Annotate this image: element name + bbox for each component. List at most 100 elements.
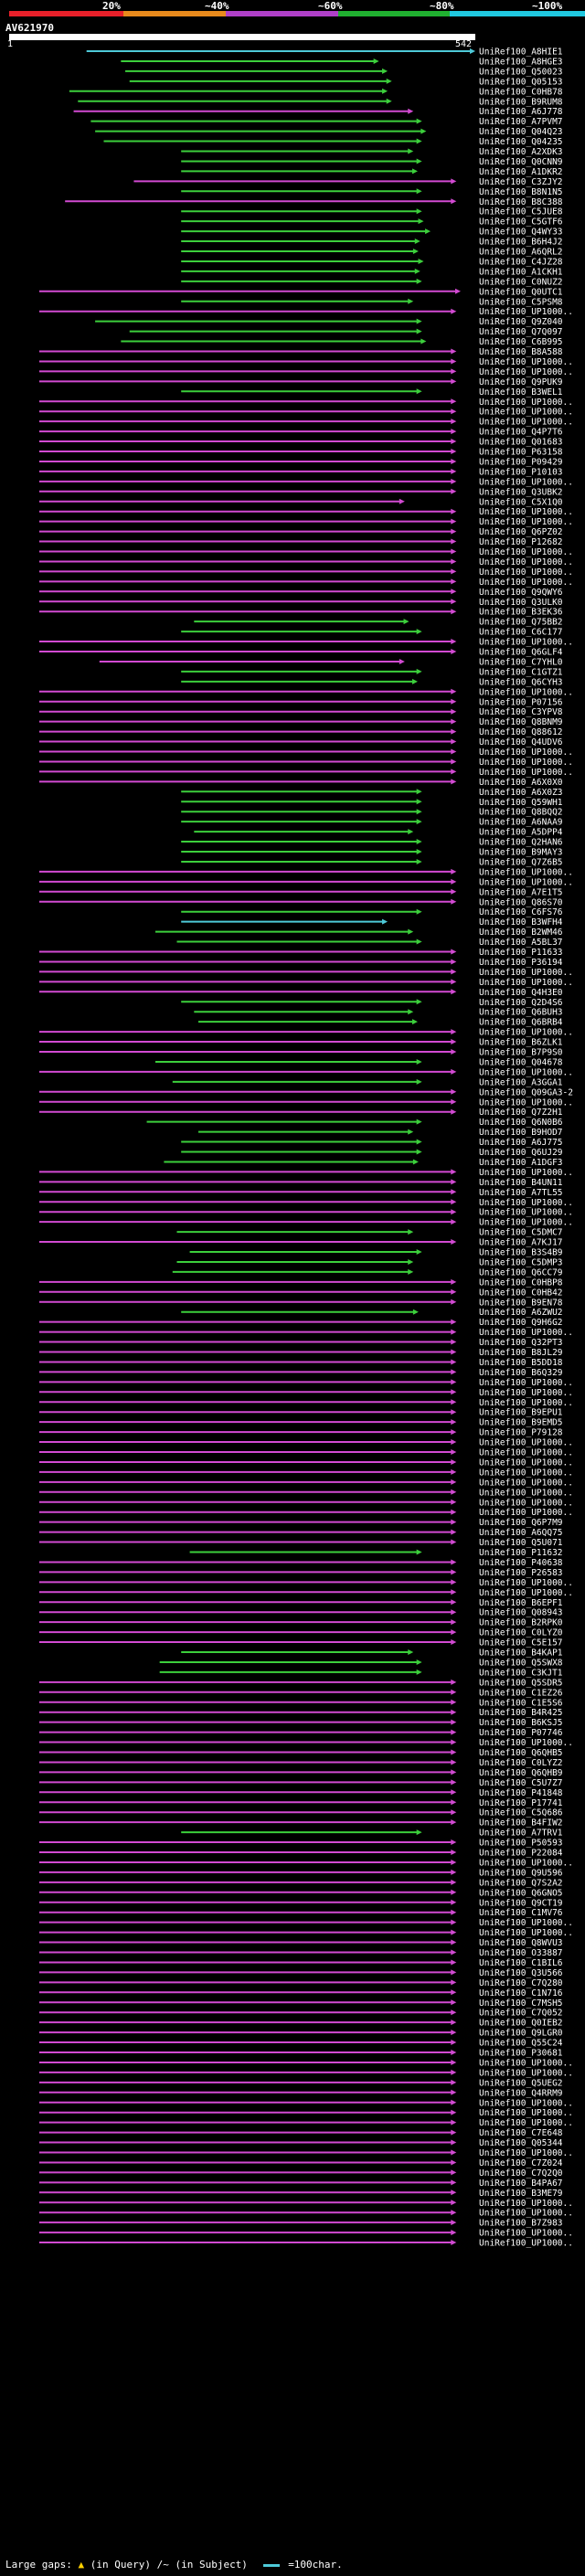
hit-label[interactable]: UniRef100_Q0CNN9 bbox=[479, 157, 563, 167]
hit-label[interactable]: UniRef100_B6H4J2 bbox=[479, 238, 563, 248]
hit-label[interactable]: UniRef100_Q6CC79 bbox=[479, 1267, 563, 1277]
hit-label[interactable]: UniRef100_Q05153 bbox=[479, 77, 563, 87]
hit-label[interactable]: UniRef100_Q8BNM9 bbox=[479, 717, 563, 727]
hit-label[interactable]: UniRef100_UP1000.. bbox=[479, 758, 573, 768]
hit-label[interactable]: UniRef100_UP1000.. bbox=[479, 1398, 573, 1408]
hit-label[interactable]: UniRef100_C0LYZ2 bbox=[479, 1758, 563, 1768]
hit-label[interactable]: UniRef100_C1N716 bbox=[479, 1988, 563, 1998]
hit-label[interactable]: UniRef100_Q7Q097 bbox=[479, 327, 563, 337]
hit-label[interactable]: UniRef100_B8JL29 bbox=[479, 1348, 563, 1358]
hit-label[interactable]: UniRef100_C7YHL0 bbox=[479, 657, 563, 667]
hit-label[interactable]: UniRef100_B9EN78 bbox=[479, 1298, 563, 1308]
hit-label[interactable]: UniRef100_C7E648 bbox=[479, 2128, 563, 2138]
hit-label[interactable]: UniRef100_B9MAY3 bbox=[479, 848, 563, 858]
hit-label[interactable]: UniRef100_UP1000.. bbox=[479, 1378, 573, 1388]
hit-label[interactable]: UniRef100_Q9QWY6 bbox=[479, 588, 563, 598]
hit-label[interactable]: UniRef100_B3EK36 bbox=[479, 608, 563, 618]
hit-label[interactable]: UniRef100_UP1000.. bbox=[479, 2058, 573, 2068]
hit-label[interactable]: UniRef100_Q6GLF4 bbox=[479, 648, 563, 658]
hit-label[interactable]: UniRef100_Q6BUH3 bbox=[479, 1008, 563, 1018]
hit-label[interactable]: UniRef100_UP1000.. bbox=[479, 1928, 573, 1938]
hit-label[interactable]: UniRef100_P50593 bbox=[479, 1839, 563, 1849]
hit-label[interactable]: UniRef100_Q6N0B6 bbox=[479, 1118, 563, 1128]
hit-label[interactable]: UniRef100_UP1000.. bbox=[479, 867, 573, 877]
hit-label[interactable]: UniRef100_C4JZ28 bbox=[479, 257, 563, 267]
hit-label[interactable]: UniRef100_B3S4B9 bbox=[479, 1248, 563, 1258]
hit-label[interactable]: UniRef100_C3YPV8 bbox=[479, 707, 563, 717]
hit-label[interactable]: UniRef100_UP1000.. bbox=[479, 1488, 573, 1498]
hit-label[interactable]: UniRef100_UP1000.. bbox=[479, 2108, 573, 2118]
hit-label[interactable]: UniRef100_C1MV76 bbox=[479, 1908, 563, 1918]
hit-label[interactable]: UniRef100_P36194 bbox=[479, 958, 563, 968]
hit-label[interactable]: UniRef100_UP1000.. bbox=[479, 1588, 573, 1598]
hit-label[interactable]: UniRef100_Q5SWX8 bbox=[479, 1658, 563, 1668]
hit-label[interactable]: UniRef100_C3KJT1 bbox=[479, 1668, 563, 1678]
hit-label[interactable]: UniRef100_C0NUZ2 bbox=[479, 277, 563, 287]
hit-label[interactable]: UniRef100_Q6PZ02 bbox=[479, 527, 563, 537]
hit-label[interactable]: UniRef100_Q04Q23 bbox=[479, 127, 563, 137]
hit-label[interactable]: UniRef100_P07746 bbox=[479, 1728, 563, 1738]
hit-label[interactable]: UniRef100_P40638 bbox=[479, 1558, 563, 1568]
hit-label[interactable]: UniRef100_B9RUM8 bbox=[479, 97, 563, 107]
hit-label[interactable]: UniRef100_P11633 bbox=[479, 948, 563, 958]
hit-label[interactable]: UniRef100_P07156 bbox=[479, 697, 563, 707]
hit-label[interactable]: UniRef100_C7Q052 bbox=[479, 2009, 563, 2019]
hit-label[interactable]: UniRef100_Q2D4S6 bbox=[479, 998, 563, 1008]
hit-label[interactable]: UniRef100_UP1000.. bbox=[479, 877, 573, 887]
hit-label[interactable]: UniRef100_C5JUE8 bbox=[479, 207, 563, 217]
hit-label[interactable]: UniRef100_Q3U566 bbox=[479, 1968, 563, 1978]
hit-label[interactable]: UniRef100_C0HB78 bbox=[479, 87, 563, 97]
hit-label[interactable]: UniRef100_UP1000.. bbox=[479, 2098, 573, 2108]
hit-label[interactable]: UniRef100_Q7Z2H1 bbox=[479, 1108, 563, 1118]
hit-label[interactable]: UniRef100_UP1000.. bbox=[479, 968, 573, 978]
hit-label[interactable]: UniRef100_B6Q329 bbox=[479, 1368, 563, 1378]
hit-label[interactable]: UniRef100_Q8BQQ2 bbox=[479, 808, 563, 818]
hit-label[interactable]: UniRef100_UP1000.. bbox=[479, 1478, 573, 1488]
hit-label[interactable]: UniRef100_A7E1T5 bbox=[479, 887, 563, 897]
hit-label[interactable]: UniRef100_UP1000.. bbox=[479, 1028, 573, 1038]
hit-label[interactable]: UniRef100_C7Q2Q0 bbox=[479, 2168, 563, 2178]
hit-label[interactable]: UniRef100_Q04235 bbox=[479, 137, 563, 147]
hit-label[interactable]: UniRef100_C6B995 bbox=[479, 337, 563, 347]
hit-label[interactable]: UniRef100_P63158 bbox=[479, 448, 563, 458]
hit-label[interactable]: UniRef100_C7MSH5 bbox=[479, 1998, 563, 2009]
hit-label[interactable]: UniRef100_UP1000.. bbox=[479, 1208, 573, 1218]
hit-label[interactable]: UniRef100_A2XDK3 bbox=[479, 147, 563, 157]
hit-label[interactable]: UniRef100_A5DPP4 bbox=[479, 828, 563, 838]
hit-label[interactable]: UniRef100_UP1000.. bbox=[479, 1918, 573, 1928]
hit-label[interactable]: UniRef100_O33887 bbox=[479, 1948, 563, 1958]
hit-label[interactable]: UniRef100_A6X0X0 bbox=[479, 778, 563, 788]
hit-label[interactable]: UniRef100_P12682 bbox=[479, 537, 563, 547]
hit-label[interactable]: UniRef100_C7Z024 bbox=[479, 2158, 563, 2168]
hit-label[interactable]: UniRef100_A5BL37 bbox=[479, 938, 563, 948]
hit-label[interactable]: UniRef100_A6QRL2 bbox=[479, 248, 563, 258]
hit-label[interactable]: UniRef100_Q08943 bbox=[479, 1608, 563, 1618]
hit-label[interactable]: UniRef100_B5DD18 bbox=[479, 1358, 563, 1368]
hit-label[interactable]: UniRef100_UP1000.. bbox=[479, 2229, 573, 2239]
hit-label[interactable]: UniRef100_UP1000.. bbox=[479, 1858, 573, 1868]
hit-label[interactable]: UniRef100_Q4RRM9 bbox=[479, 2088, 563, 2098]
hit-label[interactable]: UniRef100_UP1000.. bbox=[479, 307, 573, 317]
hit-label[interactable]: UniRef100_B9EMD5 bbox=[479, 1418, 563, 1428]
hit-label[interactable]: UniRef100_UP1000.. bbox=[479, 747, 573, 758]
hit-label[interactable]: UniRef100_UP1000.. bbox=[479, 1328, 573, 1338]
hit-label[interactable]: UniRef100_A7TRV1 bbox=[479, 1829, 563, 1839]
hit-label[interactable]: UniRef100_A8HGE3 bbox=[479, 57, 563, 67]
hit-label[interactable]: UniRef100_C5PSM8 bbox=[479, 297, 563, 307]
hit-label[interactable]: UniRef100_Q6QHB5 bbox=[479, 1748, 563, 1758]
hit-label[interactable]: UniRef100_C6C177 bbox=[479, 628, 563, 638]
hit-label[interactable]: UniRef100_A7TL55 bbox=[479, 1188, 563, 1198]
hit-label[interactable]: UniRef100_UP1000.. bbox=[479, 687, 573, 697]
hit-label[interactable]: UniRef100_B6ZLK1 bbox=[479, 1038, 563, 1048]
hit-label[interactable]: UniRef100_Q2HAN6 bbox=[479, 838, 563, 848]
hit-label[interactable]: UniRef100_Q6P7M9 bbox=[479, 1518, 563, 1528]
hit-label[interactable]: UniRef100_Q4WY33 bbox=[479, 228, 563, 238]
hit-label[interactable]: UniRef100_Q6BRB4 bbox=[479, 1018, 563, 1028]
hit-label[interactable]: UniRef100_Q55C24 bbox=[479, 2039, 563, 2049]
hit-label[interactable]: UniRef100_UP1000.. bbox=[479, 398, 573, 408]
hit-label[interactable]: UniRef100_Q9CT19 bbox=[479, 1898, 563, 1908]
hit-label[interactable]: UniRef100_UP1000.. bbox=[479, 1738, 573, 1748]
hit-label[interactable]: UniRef100_UP1000.. bbox=[479, 517, 573, 527]
hit-label[interactable]: UniRef100_UP1000.. bbox=[479, 367, 573, 377]
hit-label[interactable]: UniRef100_P11632 bbox=[479, 1548, 563, 1558]
